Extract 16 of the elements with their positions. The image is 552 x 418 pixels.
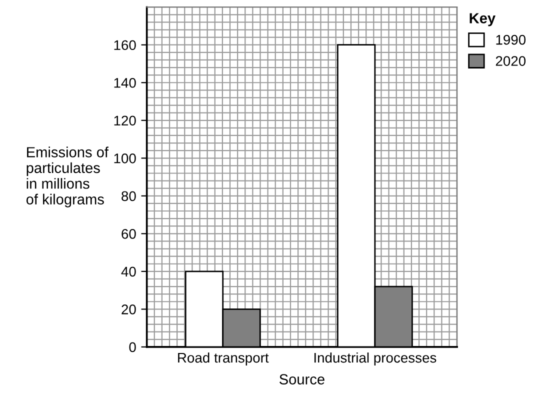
x-axis-title: Source [280,374,324,384]
y-tick-label: 40 [121,266,136,277]
y-tick-label: 160 [114,40,136,50]
y-tick-label: 0 [129,342,136,352]
y-tick-label: 60 [122,228,136,239]
y-tick-label: 140 [114,78,136,88]
legend-label: 1990 [496,34,526,45]
legend-label: 2020 [496,56,526,66]
y-tick-label: 80 [122,191,136,202]
legend-title: Key [470,13,496,26]
y-axis-title: Emissions of particulates in millions of kilograms [26,146,109,208]
y-tick-label: 100 [114,153,136,164]
y-tick-label: 20 [122,304,136,314]
y-tick-label: 120 [114,116,136,126]
x-tick-label: Road transport [178,352,269,366]
x-tick-label: Industrial processes [314,352,436,366]
